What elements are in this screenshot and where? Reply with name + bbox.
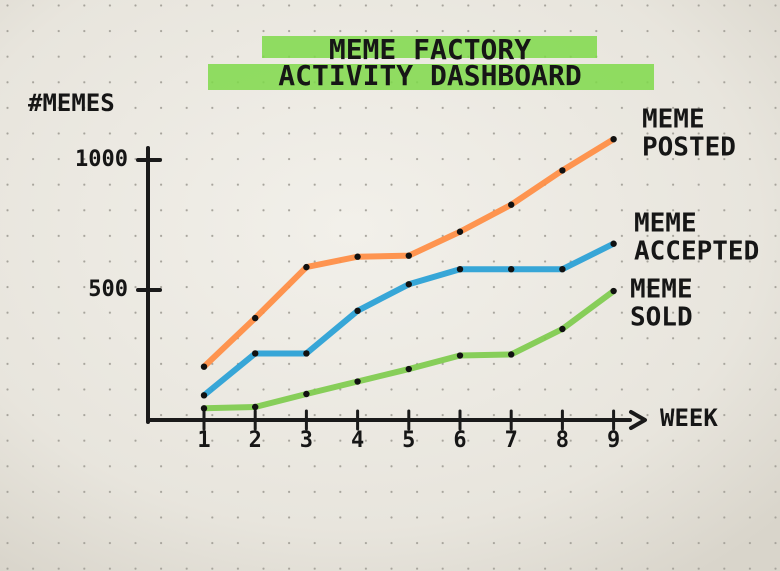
series-2-point-5 [456, 352, 464, 359]
series-label-0-line-1: POSTED [642, 133, 736, 163]
series-0-point-4 [405, 252, 412, 259]
x-tick-label-4: 5 [402, 428, 415, 453]
x-tick-label-3: 4 [351, 428, 364, 453]
series-label-2-line-0: MEME [630, 275, 693, 305]
series-layer [200, 136, 617, 412]
series-0 [200, 136, 617, 370]
series-0-point-2 [303, 263, 310, 271]
series-0-point-6 [508, 201, 515, 208]
chart-title: MEME FACTORY [329, 33, 531, 66]
chart-subtitle: ACTIVITY DASHBOARD [278, 59, 581, 92]
series-0-point-8 [610, 136, 617, 143]
x-axis-arrowhead [629, 410, 647, 430]
series-2-point-1 [252, 403, 259, 411]
series-2-point-0 [200, 405, 208, 412]
x-tick-label-1: 2 [249, 428, 262, 453]
x-tick-label-8: 9 [607, 428, 620, 453]
title-highlight [262, 36, 597, 58]
series-0-point-0 [200, 363, 208, 370]
y-tick-label-0: 500 [88, 277, 128, 302]
series-2 [200, 287, 617, 412]
series-2-point-7 [559, 325, 566, 333]
series-0-point-1 [252, 314, 259, 322]
series-1-point-6 [508, 266, 515, 273]
series-label-1-line-1: ACCEPTED [634, 237, 759, 267]
series-0-point-3 [354, 253, 361, 260]
series-1-point-7 [559, 266, 566, 273]
series-2-point-8 [610, 287, 617, 295]
series-1 [200, 240, 617, 399]
series-label-1-line-0: MEME [634, 209, 697, 239]
x-tick-label-0: 1 [197, 428, 210, 453]
series-1-point-4 [405, 281, 412, 288]
x-ticks: 1 2 3 4 5 6 7 8 9 [197, 409, 620, 453]
series-0-point-5 [456, 228, 464, 235]
series-2-point-4 [405, 365, 412, 373]
series-1-point-1 [252, 350, 259, 357]
x-tick-label-2: 3 [300, 428, 313, 453]
subtitle-highlight [208, 64, 654, 90]
x-axis-label: WEEK [660, 404, 718, 432]
series-0-point-7 [559, 167, 566, 174]
series-2-point-3 [354, 378, 361, 385]
x-tick-label-5: 6 [453, 428, 466, 453]
series-label-0-line-0: MEME [642, 105, 705, 135]
series-1-point-3 [354, 307, 361, 314]
series-2-point-6 [508, 351, 515, 358]
series-1-point-2 [303, 350, 310, 357]
x-tick-label-6: 7 [505, 428, 518, 453]
series-2-point-2 [303, 390, 310, 398]
y-tick-label-1: 1000 [75, 147, 128, 172]
x-tick-label-7: 8 [556, 428, 569, 453]
y-ticks: 500 1000 [75, 147, 162, 302]
series-label-2-line-1: SOLD [630, 303, 693, 333]
y-axis-label: #MEMES [28, 89, 115, 117]
series-1-point-0 [200, 392, 208, 399]
series-1-point-5 [456, 266, 464, 273]
series-1-point-8 [610, 240, 617, 247]
